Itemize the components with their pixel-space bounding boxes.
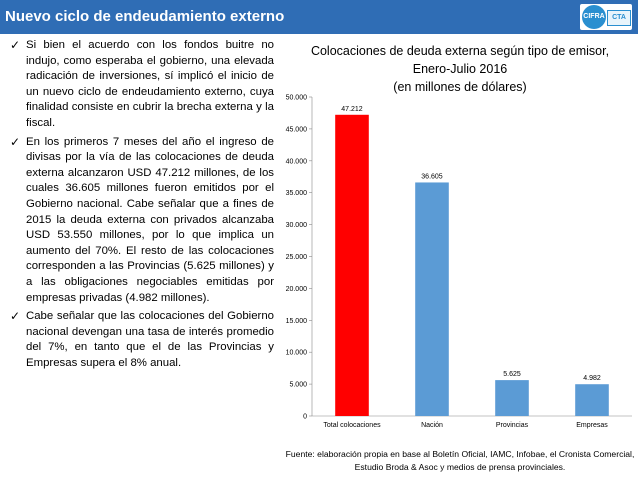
- x-tick-label: Empresas: [576, 422, 608, 429]
- y-tick-label: 45.000: [286, 126, 308, 133]
- data-label: 5.625: [503, 371, 521, 378]
- bar: [495, 380, 529, 416]
- y-tick-label: 20.000: [286, 286, 308, 293]
- slide-title: Nuevo ciclo de endeudamiento externo: [5, 8, 285, 25]
- x-tick-label: Provincias: [496, 422, 529, 429]
- chart-title: Colocaciones de deuda externa según tipo…: [282, 42, 638, 96]
- chart-title-line: (en millones de dólares): [393, 80, 527, 94]
- chart-title-line: Enero-Julio 2016: [412, 62, 508, 76]
- checkmark-icon: ✓: [10, 309, 21, 324]
- y-tick-label: 15.000: [286, 318, 308, 325]
- y-tick-label: 35.000: [286, 190, 308, 197]
- y-tick-label: 40.000: [286, 158, 308, 165]
- header-bar: Nuevo ciclo de endeudamiento externo CIF…: [0, 0, 638, 34]
- bullet-list: ✓ Si bien el acuerdo con los fondos buit…: [10, 38, 274, 374]
- x-tick-label: Total colocaciones: [323, 422, 381, 429]
- bar-chart: 0 5.000 10.000 15.000 20.000 25.000 30.000 35.0…: [286, 95, 632, 429]
- logo-cifra-mark: CIFRA: [582, 5, 606, 29]
- chart-title-line: Colocaciones de deuda externa según tipo…: [310, 44, 610, 58]
- bar: [335, 114, 369, 416]
- logo-cta-mark: CTA: [607, 10, 631, 26]
- bullet-item: ✓ En los primeros 7 meses del año el ing…: [10, 135, 274, 307]
- bar: [575, 384, 609, 416]
- checkmark-icon: ✓: [10, 134, 21, 149]
- y-tick-label: 50.000: [286, 95, 308, 102]
- y-tick-label: 5.000: [289, 382, 307, 389]
- y-tick-label: 30.000: [286, 222, 308, 229]
- data-label: 4.982: [583, 375, 601, 382]
- bullet-item: ✓ Si bien el acuerdo con los fondos buit…: [10, 38, 274, 132]
- source-note: Fuente: elaboración propia en base al Bo…: [285, 449, 635, 472]
- bullet-item: ✓ Cabe señalar que las colocaciones del …: [10, 309, 274, 371]
- bullet-text: En los primeros 7 meses del año el ingre…: [26, 135, 274, 304]
- bullet-text: Si bien el acuerdo con los fondos buitre…: [26, 39, 274, 129]
- checkmark-icon: ✓: [10, 38, 21, 52]
- y-tick-label: 25.000: [286, 254, 308, 261]
- bullet-text: Cabe señalar que las colocaciones del Go…: [26, 310, 274, 369]
- cifra-cta-logo: CIFRA CTA: [580, 4, 632, 30]
- x-tick-label: Nación: [421, 422, 443, 429]
- y-tick-label: 0: [303, 414, 307, 421]
- y-tick-label: 10.000: [286, 350, 308, 357]
- data-label: 36.605: [421, 173, 443, 180]
- data-label: 47.212: [341, 106, 363, 113]
- bar: [415, 182, 449, 416]
